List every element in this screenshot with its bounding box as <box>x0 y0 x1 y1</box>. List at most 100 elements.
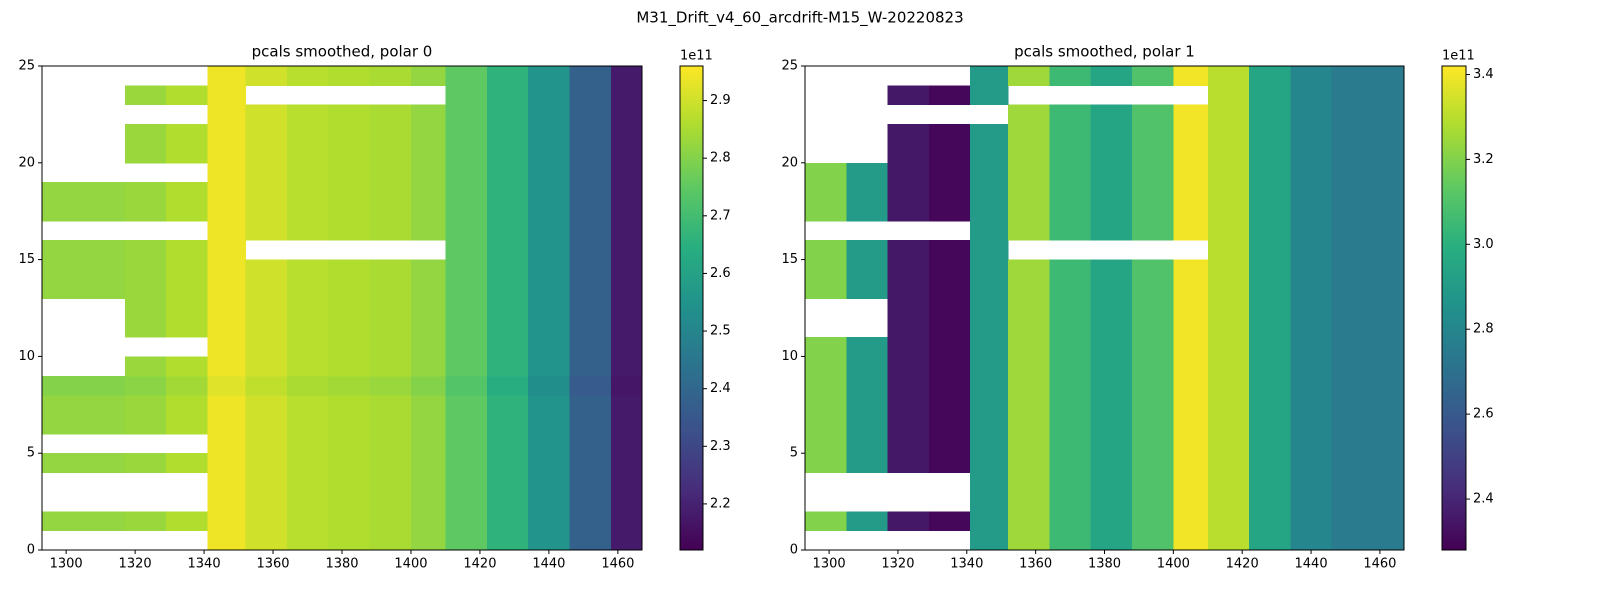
heatmap-cell <box>1373 375 1405 396</box>
heatmap-cell <box>1207 298 1250 319</box>
heatmap-cell <box>410 414 446 435</box>
heatmap-cell <box>445 491 488 512</box>
heatmap-cell <box>124 259 167 280</box>
heatmap-cell <box>610 337 643 357</box>
heatmap-cell <box>1090 472 1133 493</box>
heatmap-cell <box>486 472 529 493</box>
heatmap-cell <box>245 511 288 532</box>
heatmap-cell <box>1132 182 1174 203</box>
heatmap-cell <box>1049 395 1092 415</box>
heatmap-cell <box>207 491 246 512</box>
heatmap-cell <box>328 220 371 241</box>
heatmap-cell <box>245 453 288 474</box>
heatmap-cell <box>286 124 329 144</box>
heatmap-cell <box>610 317 643 338</box>
heatmap-cell <box>124 85 167 106</box>
heatmap-cell <box>1331 162 1374 183</box>
heatmap-cell <box>207 162 246 183</box>
heatmap-cell <box>1132 375 1174 396</box>
heatmap-cell <box>445 395 488 415</box>
figure-title: M31_Drift_v4_60_arcdrift-M15_W-20220823 <box>636 9 963 28</box>
heatmap-cell <box>1249 104 1291 125</box>
heatmap-cell <box>1173 201 1209 222</box>
heatmap-cell <box>1049 220 1092 241</box>
heatmap-cell <box>328 356 371 377</box>
heatmap-cell <box>245 104 288 125</box>
heatmap-cells <box>805 66 1405 551</box>
heatmap-cell <box>445 104 488 125</box>
heatmap-cell <box>569 356 612 377</box>
heatmap-cell <box>569 278 612 299</box>
heatmap-cell <box>207 104 246 125</box>
heatmap-cell <box>1173 143 1209 164</box>
heatmap-cell <box>445 511 488 532</box>
heatmap-cell <box>166 356 209 377</box>
heatmap-cell <box>1290 337 1333 357</box>
heatmap-cell <box>1290 453 1333 474</box>
heatmap-cell <box>528 298 571 319</box>
heatmap-cell <box>1173 278 1209 299</box>
heatmap-cell <box>805 453 847 474</box>
heatmap-cell <box>805 201 847 222</box>
heatmap-cell <box>245 414 288 435</box>
heatmap-cell <box>1132 201 1174 222</box>
heatmap-cell <box>528 511 571 532</box>
heatmap-cell <box>1173 414 1209 435</box>
heatmap-cell <box>486 433 529 454</box>
heatmap-cell <box>569 85 612 106</box>
heatmap-cell <box>928 124 971 144</box>
heatmap-cell <box>1207 259 1250 280</box>
heatmap-cell <box>445 143 488 164</box>
heatmap-cell <box>610 453 643 474</box>
heatmap-cell <box>486 162 529 183</box>
x-tick-label: 1380 <box>1088 557 1121 572</box>
heatmap-cell <box>1207 356 1250 377</box>
heatmap-cell <box>445 124 488 144</box>
heatmap-cell <box>445 201 488 222</box>
heatmap-cell <box>445 66 488 86</box>
colorbar-tick-label: 2.6 <box>710 266 731 281</box>
heatmap-cell <box>1207 220 1250 241</box>
heatmap-cell <box>1207 104 1250 125</box>
heatmap-cell <box>207 182 246 203</box>
heatmap-cell <box>207 85 246 106</box>
heatmap-cell <box>1249 511 1291 532</box>
heatmap-cell <box>486 317 529 338</box>
heatmap-cell <box>528 162 571 183</box>
colorbar-tick-label: 2.6 <box>1473 407 1494 422</box>
heatmap-cell <box>1373 491 1405 512</box>
heatmap-cell <box>970 414 1009 435</box>
heatmap-cell <box>970 375 1009 396</box>
heatmap-cell <box>1132 453 1174 474</box>
heatmap-cell <box>245 491 288 512</box>
heatmap-cell <box>970 201 1009 222</box>
heatmap-cell <box>1207 317 1250 338</box>
heatmap-cell <box>569 511 612 532</box>
colorbar-offset-label: 1e11 <box>1442 49 1475 64</box>
heatmap-cell <box>42 511 84 532</box>
y-tick-label: 20 <box>18 155 35 170</box>
heatmap-cell <box>328 530 371 551</box>
heatmap-cell <box>1090 278 1133 299</box>
heatmap-cell <box>1008 182 1050 203</box>
heatmap-cell <box>124 317 167 338</box>
heatmap-cell <box>846 395 889 415</box>
heatmap-cell <box>928 511 971 532</box>
heatmap-cell <box>166 278 209 299</box>
heatmap-cell <box>1090 491 1133 512</box>
heatmap-cell <box>207 220 246 241</box>
heatmap-cell <box>610 472 643 493</box>
heatmap-cell <box>410 162 446 183</box>
heatmap-cell <box>610 511 643 532</box>
heatmap-cell <box>445 259 488 280</box>
heatmap-cell <box>286 317 329 338</box>
heatmap-cell <box>1290 278 1333 299</box>
heatmap-cell <box>328 395 371 415</box>
heatmap-cell <box>1207 182 1250 203</box>
heatmap-cell <box>1132 104 1174 125</box>
heatmap-cell <box>887 124 930 144</box>
heatmap-cell <box>1049 375 1092 396</box>
heatmap-cell <box>1290 375 1333 396</box>
heatmap-cell <box>928 201 971 222</box>
heatmap-cell <box>1132 414 1174 435</box>
